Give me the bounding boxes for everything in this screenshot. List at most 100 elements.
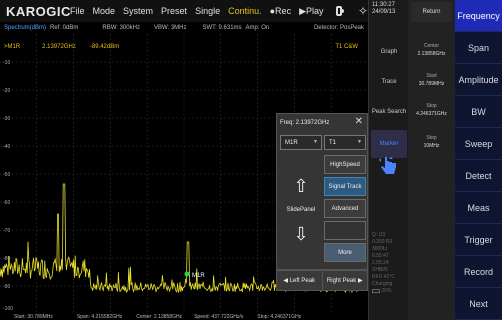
marker-button[interactable]: Marker	[371, 130, 407, 158]
span-value: Span: 4.215582GHz	[76, 314, 123, 320]
panel-header: Freq: 2.13972GHz ✕	[277, 114, 367, 131]
y-tick: -50	[3, 172, 11, 178]
sysinfo-line: Charging	[372, 281, 393, 287]
detector-mode: Detector: PosPeak	[313, 25, 364, 31]
sysinfo-line: RFU 41°C	[372, 274, 395, 280]
battery-icon	[372, 288, 380, 293]
return-button[interactable]: Return	[411, 2, 452, 22]
camera-icon[interactable]	[335, 6, 345, 16]
marker-select[interactable]: M1R ▼	[280, 135, 322, 150]
marker-select-value: M1R	[285, 139, 298, 146]
highspeed-button[interactable]: HighSpeed	[324, 155, 366, 174]
marker-label: M1R	[192, 273, 205, 279]
start-param[interactable]: Start 30.789MHz	[411, 72, 452, 88]
param-value: 4.246371GHz	[416, 111, 447, 117]
detect-button[interactable]: Detect	[455, 160, 502, 192]
peak-search-button[interactable]: Peak Search	[371, 109, 407, 115]
trigger-button[interactable]: Trigger	[455, 224, 502, 256]
sweep-speed: Speed: 437.722GHz/s	[194, 314, 244, 320]
sysinfo-line: 2.55:24	[372, 260, 389, 266]
panel-frequency: Freq: 2.13972GHz	[280, 119, 330, 126]
menu-mode[interactable]: Mode	[92, 6, 116, 16]
trace-select[interactable]: T1 ▼	[324, 135, 366, 150]
softkey-menu: Frequency Span Amplitude BW Sweep Detect…	[455, 0, 502, 320]
system-info: Q: U3 0.200 R3 3000Lt 0.55:47 2.55:24 SH…	[372, 232, 395, 295]
menu-file[interactable]: File	[70, 6, 85, 16]
parameter-column: Return Center 2.13858GHz Start 30.789MHz…	[408, 0, 455, 320]
touch-move-icon[interactable]	[377, 154, 401, 178]
left-peak-button[interactable]: ◀ Left Peak	[277, 271, 323, 290]
chevron-down-icon: ▼	[313, 139, 318, 145]
sysinfo-line: 0.200 R3	[372, 239, 393, 245]
param-value: 2.13858GHz	[417, 51, 446, 57]
rbw-value: RBW: 300kHz	[102, 25, 140, 31]
param-label: Step	[426, 135, 437, 141]
start-frequency: Start: 30.789MHz	[14, 314, 53, 320]
satellite-icon[interactable]: ✧	[357, 4, 368, 18]
menu-continuous[interactable]: Continu.	[228, 6, 262, 16]
arrow-down-icon[interactable]: ⇩	[293, 224, 309, 244]
sweep-status-bar: Start: 30.789MHz Span: 4.215582GHz Cente…	[0, 314, 368, 320]
param-value: 10MHz	[423, 143, 440, 149]
y-tick: -60	[3, 200, 11, 206]
menu-record[interactable]: ●Rec	[269, 6, 292, 16]
stop-param[interactable]: Stop 4.246371GHz	[411, 102, 452, 118]
advanced-button[interactable]: Advanced	[324, 199, 366, 218]
peak-navigation-bar: ◀ Left Peak Right Peak ▶	[276, 270, 368, 291]
y-tick: -90	[3, 284, 11, 290]
marker-frequency: 2.13972GHz	[42, 44, 76, 50]
marker-amplitude: -89.42dBm	[89, 44, 120, 50]
chevron-down-icon: ▼	[357, 139, 362, 145]
marker-name: >M1R	[4, 44, 21, 50]
span-button[interactable]: Span	[455, 32, 502, 64]
center-param[interactable]: Center 2.13858GHz	[411, 42, 452, 58]
center-frequency: Center: 2.13858GHz	[136, 314, 183, 320]
slide-panel-label: SlidePanel	[286, 207, 316, 213]
logo: KAROGIC	[6, 3, 71, 19]
more-button[interactable]: More	[324, 243, 366, 262]
frequency-button[interactable]: Frequency	[455, 0, 502, 32]
y-tick: -100	[3, 306, 14, 312]
arrow-up-icon[interactable]: ⇧	[293, 176, 309, 196]
y-tick: -80	[3, 256, 11, 262]
plot-grid	[0, 34, 368, 314]
spectrum-svg: M1R	[0, 34, 368, 314]
next-button[interactable]: Next	[455, 288, 502, 320]
sweep-time: SWT: 9.631ms	[202, 25, 242, 31]
y-tick: -70	[3, 228, 11, 234]
stop-frequency: Stop: 4.246371GHz	[257, 314, 302, 320]
sweep-button[interactable]: Sweep	[455, 128, 502, 160]
slide-panel-control: ⇧ SlidePanel ⇩	[281, 177, 321, 263]
param-label: Start	[426, 73, 437, 79]
signal-track-button[interactable]: Signal Track	[324, 177, 366, 196]
spectrum-unit: Spectrum(dBm)	[4, 25, 47, 31]
meas-button[interactable]: Meas	[455, 192, 502, 224]
clock: 11:30:27 24/09/13	[369, 0, 408, 18]
clock-date: 24/09/13	[372, 9, 396, 15]
trace-button[interactable]: Trace	[381, 79, 397, 85]
sysinfo-line: 3000Lt	[372, 246, 388, 252]
right-peak-button[interactable]: Right Peak ▶	[326, 278, 363, 284]
menu-system[interactable]: System	[123, 6, 154, 16]
sysinfo-line: Q: U3	[372, 232, 386, 238]
param-label: Stop	[426, 103, 437, 109]
empty-button[interactable]	[324, 221, 366, 240]
menu-play[interactable]: ▶Play	[299, 5, 324, 16]
step-param[interactable]: Step 10MHz	[411, 134, 452, 150]
amp-status: Amp: On	[245, 25, 270, 31]
param-label: Center	[423, 43, 439, 49]
ref-level: Ref: 0dBm	[50, 25, 79, 31]
y-tick: -40	[3, 144, 11, 150]
record-button[interactable]: Record	[455, 256, 502, 288]
close-icon[interactable]: ✕	[354, 116, 363, 127]
graph-button[interactable]: Graph	[380, 49, 398, 55]
y-tick: -20	[3, 88, 11, 94]
amplitude-button[interactable]: Amplitude	[455, 64, 502, 96]
menu-single[interactable]: Single	[195, 6, 221, 16]
sysinfo-line: 0.55:47	[372, 253, 389, 259]
marker-point	[184, 271, 190, 277]
trace-select-value: T1	[329, 139, 337, 146]
bw-button[interactable]: BW	[455, 96, 502, 128]
marker-panel: Freq: 2.13972GHz ✕ M1R ▼ T1 ▼ HighSpeed …	[276, 113, 368, 270]
menu-preset[interactable]: Preset	[161, 6, 188, 16]
